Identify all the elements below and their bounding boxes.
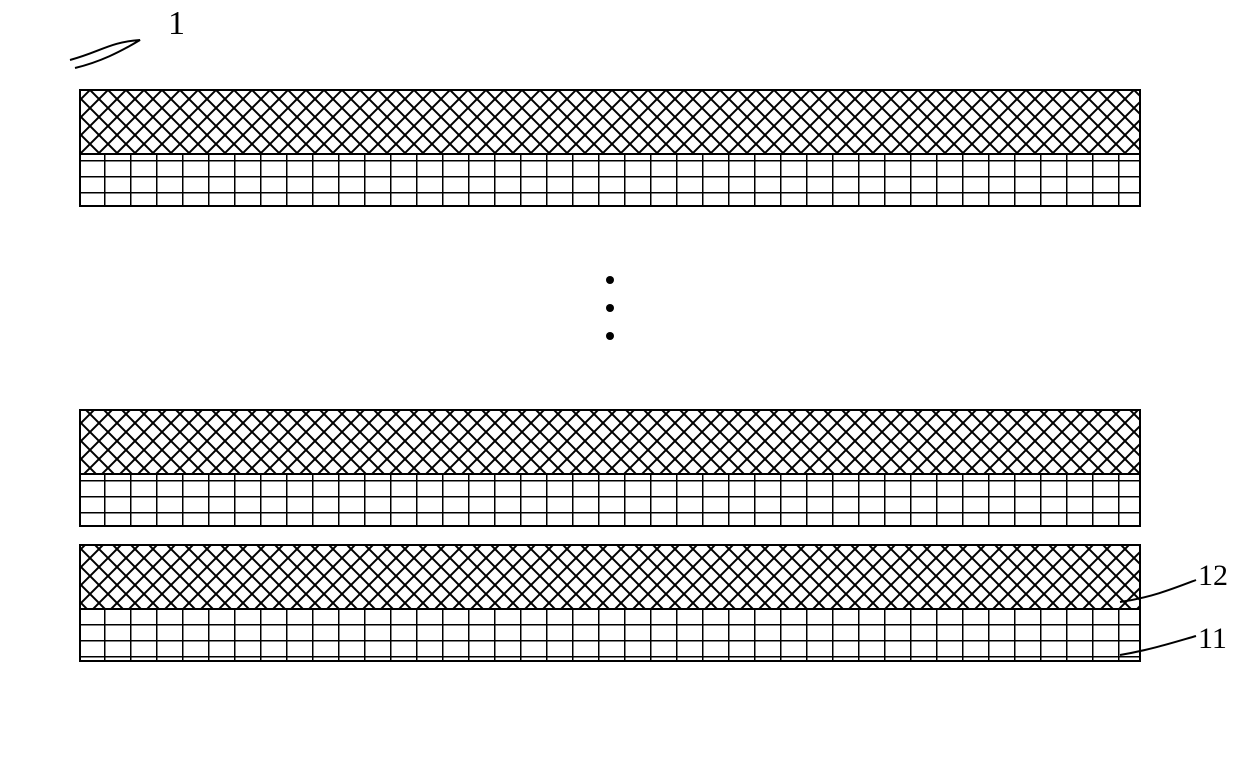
- diagram-canvas: 1 12 11: [0, 0, 1240, 768]
- ellipsis-dot: [606, 276, 614, 284]
- ref-bracket: [70, 40, 140, 68]
- layer-crosshatch: [80, 545, 1140, 609]
- ref-label-12: 12: [1198, 559, 1228, 592]
- layer-crosshatch: [80, 90, 1140, 154]
- layer-grid: [80, 609, 1140, 661]
- layer-grid: [80, 474, 1140, 526]
- ellipsis-dot: [606, 304, 614, 312]
- ref-label-1: 1: [168, 5, 185, 42]
- ellipsis-dot: [606, 332, 614, 340]
- cross-section-svg: 1 12 11: [0, 0, 1240, 768]
- layer-grid: [80, 154, 1140, 206]
- layer-crosshatch: [80, 410, 1140, 474]
- ref-label-11: 11: [1198, 622, 1227, 655]
